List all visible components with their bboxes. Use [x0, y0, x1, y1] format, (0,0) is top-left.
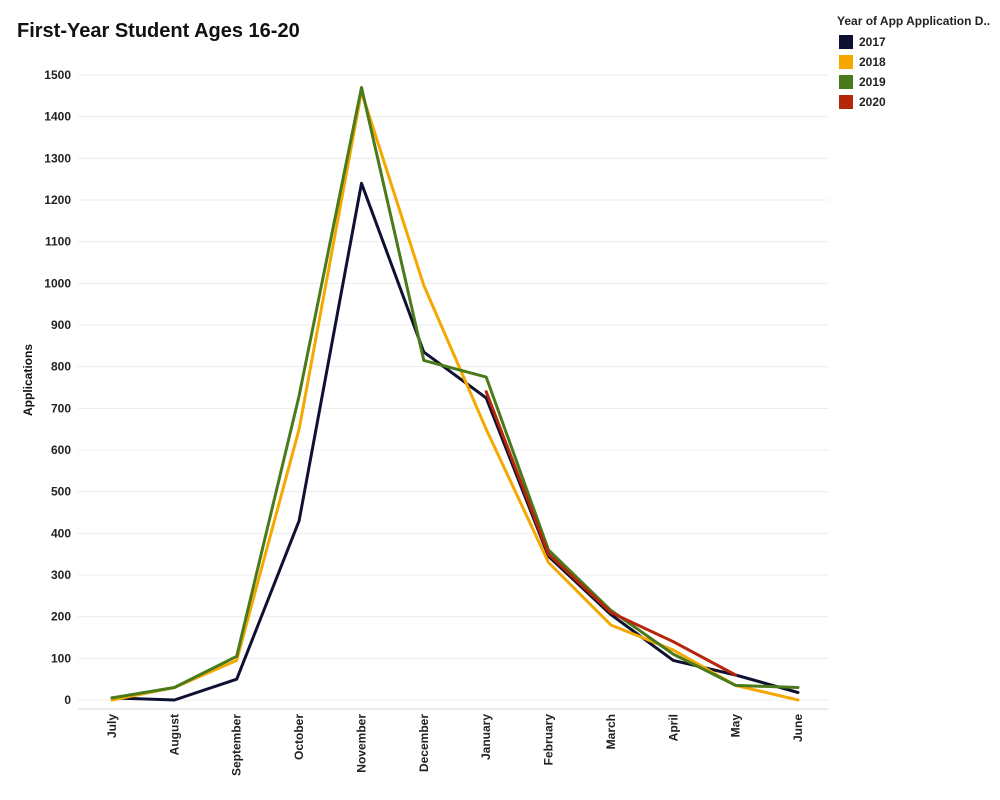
x-tick-label: November	[354, 714, 368, 773]
legend-title: Year of App Application D..	[837, 14, 991, 28]
legend-label: 2017	[859, 35, 886, 49]
legend-label: 2020	[859, 95, 886, 109]
legend-swatch	[839, 95, 853, 109]
y-tick-label: 500	[51, 485, 71, 499]
x-tick-label: October	[292, 714, 306, 760]
x-tick-label: June	[791, 714, 805, 742]
legend: Year of App Application D.. 2017 2018 2019…	[837, 14, 990, 112]
y-tick-label: 1100	[45, 235, 71, 249]
y-tick-label: 300	[51, 568, 71, 582]
x-axis: July August September October November Decemb…	[105, 714, 805, 776]
y-axis: 0 100 200 300 400 500 600 700 800 900 1000 1100 1200…	[44, 68, 71, 707]
legend-label: 2018	[859, 55, 886, 69]
x-tick-label: August	[167, 714, 181, 755]
y-tick-label: 800	[51, 360, 71, 374]
series-line-2019	[110, 86, 800, 700]
legend-swatch	[839, 55, 853, 69]
x-tick-label: May	[729, 714, 743, 738]
x-tick-label: December	[417, 714, 431, 772]
x-tick-label: April	[666, 714, 680, 741]
y-tick-label: 200	[51, 610, 71, 624]
y-axis-label: Applications	[21, 344, 35, 416]
legend-item-2018[interactable]: 2018	[837, 52, 990, 72]
y-tick-label: 600	[51, 443, 71, 457]
y-tick-label: 1500	[44, 68, 71, 82]
series-line-2020	[484, 390, 738, 677]
chart-title: First-Year Student Ages 16-20	[17, 20, 300, 42]
series-lines	[110, 86, 800, 702]
x-tick-label: March	[604, 714, 618, 749]
y-tick-label: 1200	[44, 193, 71, 207]
legend-swatch	[839, 35, 853, 49]
series-line-2018	[110, 90, 800, 702]
y-tick-label: 700	[51, 401, 71, 415]
x-tick-label: July	[105, 714, 119, 738]
legend-item-2017[interactable]: 2017	[837, 32, 990, 52]
y-tick-label: 1300	[44, 151, 71, 165]
y-tick-label: 100	[51, 651, 71, 665]
legend-items: 2017 2018 2019 2020	[837, 32, 990, 112]
line-chart: 0 100 200 300 400 500 600 700 800 900 1000 1100 1200…	[21, 68, 828, 776]
y-tick-label: 1000	[44, 276, 71, 290]
y-tick-label: 1400	[44, 110, 71, 124]
legend-item-2020[interactable]: 2020	[837, 92, 990, 112]
y-tick-label: 400	[51, 526, 71, 540]
x-tick-label: January	[479, 714, 493, 760]
y-tick-label: 0	[64, 693, 71, 707]
legend-swatch	[839, 75, 853, 89]
gridlines	[78, 74, 828, 710]
legend-label: 2019	[859, 75, 886, 89]
x-tick-label: September	[230, 714, 244, 776]
legend-item-2019[interactable]: 2019	[837, 72, 990, 92]
x-tick-label: February	[542, 714, 556, 766]
y-tick-label: 900	[51, 318, 71, 332]
series-line-2017	[110, 181, 800, 702]
